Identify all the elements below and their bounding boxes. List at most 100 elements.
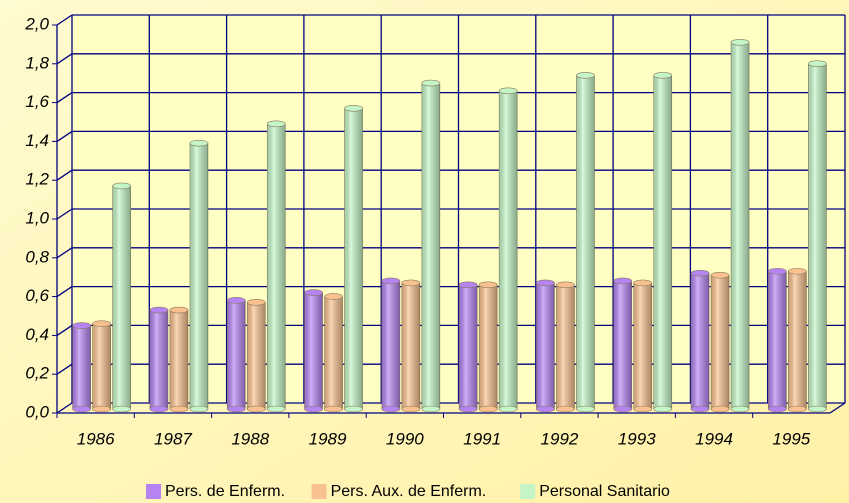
- x-tick-label: 1991: [463, 429, 501, 448]
- bar-shade: [304, 292, 323, 409]
- bar-shade: [72, 325, 91, 409]
- grid-line-depth: [56, 169, 73, 181]
- bar-shade: [711, 275, 730, 409]
- grid-line-depth: [56, 14, 73, 26]
- bar-base: [653, 405, 673, 413]
- bar-top: [266, 120, 286, 128]
- grid-line-depth: [56, 363, 73, 375]
- legend-label: Personal Sanitario: [539, 483, 670, 500]
- bar-shade: [576, 75, 595, 409]
- x-tick-label: 1993: [618, 429, 656, 448]
- bar-base: [344, 405, 363, 413]
- bar-shade: [189, 143, 208, 409]
- y-tick-label: 2,0: [24, 14, 49, 33]
- bar-base: [246, 405, 266, 413]
- y-tick-label: 1,2: [25, 170, 49, 189]
- bar-shade: [344, 108, 363, 410]
- bar-shade: [324, 296, 343, 409]
- bar-top: [730, 39, 750, 46]
- bar-base: [226, 405, 246, 413]
- bar-top: [149, 306, 169, 314]
- bar-top: [226, 297, 246, 304]
- legend-label: Pers. Aux. de Enferm.: [331, 483, 487, 500]
- grid-line-depth: [56, 53, 73, 65]
- bar-top: [72, 322, 91, 329]
- bar-base: [613, 405, 633, 413]
- bar-base: [324, 405, 343, 413]
- bar-base: [690, 405, 710, 413]
- bar-base: [478, 405, 498, 413]
- bar-top: [710, 271, 730, 279]
- bar-shade: [247, 302, 266, 409]
- bar-shade: [459, 284, 478, 409]
- bar-top: [613, 277, 633, 285]
- bar-shade: [227, 300, 246, 409]
- bar-shade: [499, 90, 518, 409]
- y-tick-label: 1,6: [25, 92, 49, 111]
- bar-top: [344, 105, 363, 112]
- bar-top: [401, 279, 421, 287]
- bar-shade: [479, 284, 498, 409]
- bar-top: [92, 320, 111, 327]
- grid-line-depth: [56, 286, 73, 298]
- bar-top: [324, 293, 343, 300]
- x-axis-depth: [829, 402, 846, 414]
- grid-line-depth: [56, 208, 73, 220]
- bar-top: [576, 72, 595, 79]
- bar-top: [246, 298, 266, 306]
- y-tick-label: 0,4: [25, 325, 49, 344]
- bar-top: [768, 267, 787, 275]
- bar-base: [92, 405, 111, 413]
- bar-top: [690, 269, 710, 277]
- bar-top: [653, 72, 673, 79]
- x-tick-label: 1995: [772, 429, 810, 448]
- bar-top: [478, 281, 498, 289]
- bar-base: [710, 405, 730, 413]
- bar-shade: [112, 185, 131, 409]
- bar-base: [149, 405, 169, 413]
- y-tick-label: 1,0: [25, 208, 49, 227]
- bar-top: [536, 279, 555, 287]
- bar-shade: [731, 42, 750, 410]
- bar-shade: [381, 280, 400, 409]
- x-tick-label: 1988: [231, 429, 269, 448]
- x-tick-label: 1987: [154, 429, 192, 448]
- bar-top: [169, 306, 189, 314]
- bar-top: [498, 87, 518, 95]
- x-tick-label: 1992: [541, 429, 579, 448]
- y-tick-label: 1,4: [25, 131, 49, 150]
- bar-base: [808, 405, 827, 413]
- bar-shade: [613, 280, 632, 409]
- grid-line-depth: [56, 130, 73, 142]
- bar-top: [556, 281, 575, 289]
- legend-swatch: [146, 484, 161, 499]
- x-tick-label: 1994: [695, 429, 733, 448]
- bar-base: [768, 405, 787, 413]
- bar-base: [304, 405, 323, 413]
- x-tick-label: 1986: [77, 429, 115, 448]
- grid-line-depth: [56, 402, 73, 414]
- bar-shade: [556, 284, 575, 409]
- bar-shade: [92, 323, 111, 409]
- bar-shade: [421, 83, 440, 409]
- bar-base: [536, 405, 555, 413]
- bar-base: [633, 405, 653, 413]
- y-tick-label: 0,0: [25, 402, 49, 421]
- bar-shade: [653, 75, 672, 409]
- bar-shade: [633, 282, 652, 409]
- grid-line-depth: [56, 324, 73, 336]
- bar-top: [421, 79, 441, 87]
- bar-base: [381, 405, 401, 413]
- y-tick-label: 0,6: [25, 286, 49, 305]
- bar-base: [169, 405, 189, 413]
- bar-shade: [768, 271, 787, 409]
- y-tick-label: 1,8: [25, 53, 49, 72]
- bar-base: [421, 405, 441, 413]
- bar-shade: [149, 310, 168, 409]
- bar-base: [498, 405, 518, 413]
- x-tick-label: 1989: [309, 429, 347, 448]
- y-tick-label: 0,8: [25, 247, 49, 266]
- bar-top: [788, 267, 807, 275]
- bar-base: [72, 405, 91, 413]
- bar-base: [266, 405, 286, 413]
